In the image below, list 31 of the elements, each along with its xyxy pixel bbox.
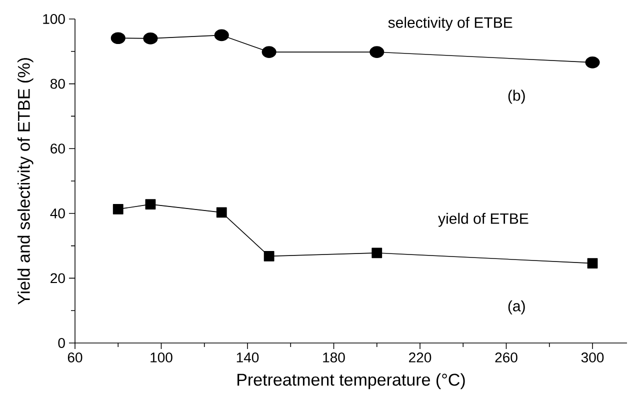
- x-tick-label: 220: [409, 352, 432, 362]
- y-tick-label: 20: [50, 273, 65, 284]
- x-axis-title: Pretreatment temperature (°C): [238, 373, 465, 390]
- y-tick-label: 40: [50, 208, 65, 218]
- x-tick-label: 140: [236, 352, 259, 362]
- y-axis-title: Yield and selectivity of ETBE (%): [17, 58, 34, 305]
- x-tick-label: 300: [581, 352, 604, 362]
- x-tick-label: 180: [323, 352, 345, 362]
- y-tick-label: 100: [43, 14, 65, 24]
- x-tick-label: 60: [68, 352, 82, 362]
- y-tick-label: 0: [58, 338, 65, 348]
- point: [214, 29, 229, 42]
- x-tick-label: 260: [495, 352, 518, 362]
- series-label: yield of ETBE: [438, 212, 528, 227]
- point: [587, 258, 598, 268]
- annotation: (a): [508, 300, 525, 314]
- point: [143, 32, 158, 44]
- point: [262, 46, 276, 58]
- point: [372, 248, 382, 258]
- point: [585, 56, 600, 68]
- point: [110, 32, 126, 44]
- point: [370, 46, 384, 58]
- point: [216, 207, 227, 218]
- x-tick-label: 100: [150, 352, 172, 362]
- series-label: selectivity of ETBE: [388, 16, 512, 31]
- point: [145, 199, 156, 210]
- y-tick-label: 60: [50, 144, 65, 154]
- y-tick-label: 80: [50, 78, 65, 89]
- point: [264, 250, 274, 262]
- annotation: (b): [508, 90, 525, 104]
- point: [112, 204, 124, 214]
